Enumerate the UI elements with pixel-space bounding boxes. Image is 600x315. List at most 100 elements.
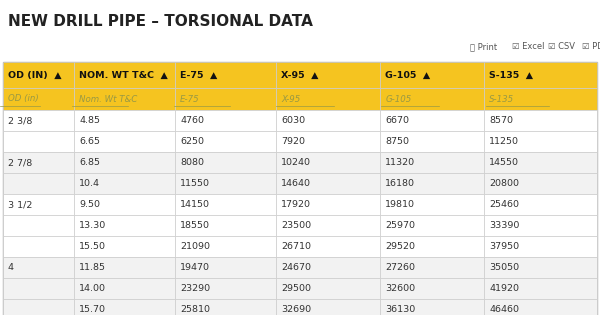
Bar [3, 131, 74, 152]
Bar [484, 152, 597, 173]
Text: 33390: 33390 [489, 221, 520, 230]
Text: 6030: 6030 [281, 116, 305, 125]
Bar [380, 152, 484, 173]
Bar [3, 152, 74, 173]
Text: 19470: 19470 [180, 263, 210, 272]
Bar [175, 152, 276, 173]
Bar [380, 88, 484, 110]
Text: 7920: 7920 [281, 137, 305, 146]
Text: NOM. WT T&C  ▲: NOM. WT T&C ▲ [79, 71, 168, 79]
Bar [380, 110, 484, 131]
Bar [3, 257, 74, 278]
Bar [276, 299, 380, 315]
Text: 24670: 24670 [281, 263, 311, 272]
Text: 11250: 11250 [489, 137, 519, 146]
Text: 37950: 37950 [489, 242, 519, 251]
Bar [74, 62, 175, 88]
Bar [74, 278, 175, 299]
Text: 18550: 18550 [180, 221, 210, 230]
Text: 8080: 8080 [180, 158, 204, 167]
Bar [3, 278, 74, 299]
Bar [276, 215, 380, 236]
Bar [175, 257, 276, 278]
Bar [276, 62, 380, 88]
Text: OD (IN)  ▲: OD (IN) ▲ [8, 71, 62, 79]
Text: 27260: 27260 [385, 263, 415, 272]
Bar [484, 110, 597, 131]
Bar [484, 173, 597, 194]
Text: E-75  ▲: E-75 ▲ [180, 71, 218, 79]
Text: 23290: 23290 [180, 284, 211, 293]
Text: 4: 4 [8, 263, 14, 272]
Bar [276, 110, 380, 131]
Text: S-135: S-135 [489, 94, 514, 104]
Bar [484, 278, 597, 299]
Text: ☑ CSV: ☑ CSV [548, 42, 575, 51]
Text: ☑ Excel: ☑ Excel [512, 42, 545, 51]
Bar [74, 152, 175, 173]
Text: 10.4: 10.4 [79, 179, 100, 188]
Text: 15.50: 15.50 [79, 242, 106, 251]
Text: 2 7/8: 2 7/8 [8, 158, 32, 167]
Text: 6670: 6670 [385, 116, 409, 125]
Text: 32600: 32600 [385, 284, 415, 293]
Text: 46460: 46460 [489, 305, 519, 314]
Text: 10240: 10240 [281, 158, 311, 167]
Bar [175, 194, 276, 215]
Bar [175, 236, 276, 257]
Bar [74, 194, 175, 215]
Bar [380, 131, 484, 152]
Text: Nom. Wt T&C: Nom. Wt T&C [79, 94, 137, 104]
Bar [74, 299, 175, 315]
Bar [3, 236, 74, 257]
Bar [74, 257, 175, 278]
Text: 32690: 32690 [281, 305, 311, 314]
Text: 36130: 36130 [385, 305, 415, 314]
Text: 4760: 4760 [180, 116, 204, 125]
Text: X-95: X-95 [281, 94, 301, 104]
Bar [3, 62, 597, 315]
Text: 14640: 14640 [281, 179, 311, 188]
Bar [484, 236, 597, 257]
Bar [3, 299, 74, 315]
Bar [380, 299, 484, 315]
Text: 8750: 8750 [385, 137, 409, 146]
Bar [484, 257, 597, 278]
Bar [3, 110, 74, 131]
Text: 9.50: 9.50 [79, 200, 100, 209]
Text: 8570: 8570 [489, 116, 513, 125]
Text: 11.85: 11.85 [79, 263, 106, 272]
Bar [380, 257, 484, 278]
Text: 15.70: 15.70 [79, 305, 106, 314]
Bar [484, 299, 597, 315]
Bar [175, 278, 276, 299]
Bar [484, 88, 597, 110]
Bar [175, 88, 276, 110]
Bar [380, 215, 484, 236]
Text: ☑ PDF: ☑ PDF [582, 42, 600, 51]
Bar [175, 110, 276, 131]
Text: ⎙ Print: ⎙ Print [470, 42, 497, 51]
Text: 6250: 6250 [180, 137, 204, 146]
Text: 35050: 35050 [489, 263, 519, 272]
Text: 14150: 14150 [180, 200, 210, 209]
Bar [175, 299, 276, 315]
Text: 25460: 25460 [489, 200, 519, 209]
Bar [484, 62, 597, 88]
Bar [276, 278, 380, 299]
Text: G-105  ▲: G-105 ▲ [385, 71, 430, 79]
Bar [484, 215, 597, 236]
Bar [3, 62, 74, 88]
Text: 29520: 29520 [385, 242, 415, 251]
Text: 14550: 14550 [489, 158, 519, 167]
Bar [74, 131, 175, 152]
Text: 3 1/2: 3 1/2 [8, 200, 32, 209]
Bar [74, 88, 175, 110]
Bar [276, 131, 380, 152]
Text: 11550: 11550 [180, 179, 210, 188]
Text: 17920: 17920 [281, 200, 311, 209]
Bar [74, 215, 175, 236]
Text: G-105: G-105 [385, 94, 412, 104]
Bar [276, 194, 380, 215]
Bar [74, 236, 175, 257]
